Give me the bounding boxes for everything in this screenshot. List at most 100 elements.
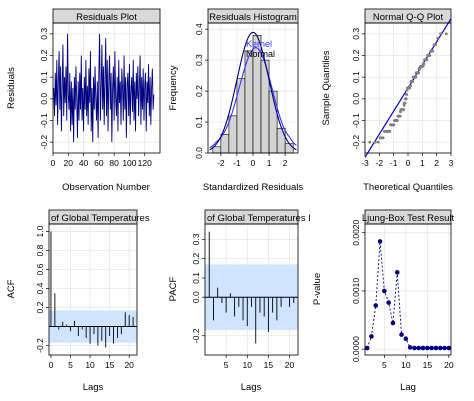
residuals-ytick-label: 0.1 xyxy=(39,71,49,83)
acf-ytick-label: 0.4 xyxy=(35,282,45,294)
histogram-bar xyxy=(244,50,254,154)
ljung-box-xtick-label: 10 xyxy=(401,360,411,370)
histogram-bar xyxy=(284,143,294,154)
ljung-box-data xyxy=(364,239,452,351)
qq-point xyxy=(421,64,425,68)
acf-data xyxy=(49,231,137,348)
qq-xtick-label: -1 xyxy=(390,158,398,168)
qq-point xyxy=(422,62,426,66)
qq-point xyxy=(411,80,415,83)
histogram-bar xyxy=(276,127,286,154)
ljung-box-point xyxy=(407,345,413,350)
acf-title: of Global Temperatures xyxy=(51,213,150,224)
residuals-histogram-xlabel: Standardized Residuals xyxy=(203,182,304,193)
qq-point xyxy=(402,103,406,107)
ljung-box-ytick-label: 0.0010 xyxy=(351,278,361,304)
residuals-xtick-label: 60 xyxy=(94,158,104,168)
qq-point xyxy=(428,54,432,57)
qq-point xyxy=(444,32,448,36)
residuals-plot-title: Residuals Plot xyxy=(76,12,137,23)
qq-point xyxy=(434,43,438,47)
residuals-series-line xyxy=(53,33,155,143)
histogram-xtick-label: -1 xyxy=(233,158,241,168)
ljung-box-line xyxy=(366,241,449,349)
residuals-ytick-label: -0.2 xyxy=(39,135,49,150)
pacf-ytick-label: 0.0 xyxy=(191,291,201,303)
qq-ytick-label: 0.0 xyxy=(351,93,361,105)
histogram-ytick-label: 0.4 xyxy=(194,23,204,35)
ljung-box-point xyxy=(442,345,447,351)
residuals-histogram-data xyxy=(209,31,297,154)
ljung-box-point xyxy=(386,300,391,305)
histogram-ytick-label: 0.3 xyxy=(194,54,204,66)
normal-qq-panel: Normal Q-Q Plot -3 -2 -1 0 1 2 3 -0.2 -0.1 0.0 0.1… xyxy=(321,8,454,193)
acf-xtick-label: 10 xyxy=(85,360,95,370)
histogram-kernel-line xyxy=(209,47,297,149)
acf-ytick-label: 0.6 xyxy=(35,263,45,275)
ljung-box-xlabel: Lag xyxy=(400,382,416,393)
normal-qq-title: Normal Q-Q Plot xyxy=(373,12,444,23)
ljung-box-title: Ljung-Box Test Result xyxy=(362,213,455,224)
acf-panel: of Global Temperatures 0 5 10 15 20 -0.2 0.2 0.… xyxy=(6,209,150,393)
qq-point xyxy=(398,114,402,118)
histogram-bar xyxy=(228,115,238,154)
histogram-bar xyxy=(220,134,230,154)
qq-point xyxy=(404,97,408,101)
ljung-box-point xyxy=(433,345,439,351)
pacf-data xyxy=(205,231,298,344)
ljung-box-ytick-label: 0.0000 xyxy=(351,336,361,362)
acf-ylabel: ACF xyxy=(6,279,17,298)
residuals-histogram-ylabel: Frequency xyxy=(168,65,179,110)
ljung-box-point xyxy=(364,345,370,351)
qq-point xyxy=(368,140,372,144)
qq-point xyxy=(414,75,418,79)
acf-xtick-label: 15 xyxy=(105,360,115,370)
acf-ytick-label: 0.8 xyxy=(35,244,45,256)
acf-xtick-label: 0 xyxy=(49,360,54,370)
ljung-box-point xyxy=(420,345,426,351)
residuals-xtick-label: 100 xyxy=(122,158,136,168)
residuals-ytick-label: 0.3 xyxy=(39,28,49,40)
ljung-box-point xyxy=(429,345,434,351)
qq-ytick-label: 0.1 xyxy=(351,71,361,83)
residuals-xtick-label: 120 xyxy=(138,158,152,168)
qq-xtick-label: 3 xyxy=(449,158,454,168)
residuals-plot-ylabel: Residuals xyxy=(6,67,17,109)
ljung-box-panel: Ljung-Box Test Result 5 10 15 20 0.0000 0.001… xyxy=(312,209,455,393)
acf-ticks: 0 5 10 15 20 -0.2 0.2 0.4 0.6 0.8 1.0 xyxy=(35,225,134,370)
histogram-ytick-label: 0.1 xyxy=(194,116,204,128)
histogram-bar xyxy=(212,146,222,154)
acf-xtick-label: 20 xyxy=(124,360,134,370)
pacf-xtick-label: 20 xyxy=(285,360,295,370)
qq-point xyxy=(392,123,396,127)
qq-point xyxy=(402,108,406,112)
qq-point xyxy=(405,93,409,96)
ljung-box-point xyxy=(369,334,374,339)
qq-xtick-label: -2 xyxy=(376,158,384,168)
pacf-xtick-label: 10 xyxy=(243,360,253,370)
residuals-ytick-label: -0.1 xyxy=(39,113,49,128)
histogram-xtick-label: 2 xyxy=(283,158,288,168)
pacf-ylabel: PACF xyxy=(168,276,179,301)
ljung-box-point xyxy=(437,345,443,351)
pacf-ytick-label: 0.2 xyxy=(191,253,201,265)
ljung-box-point xyxy=(382,288,387,294)
qq-point xyxy=(425,58,429,62)
histogram-legend-kernel: Kernel xyxy=(246,39,272,49)
pacf-xtick-label: 5 xyxy=(224,360,229,370)
qq-point xyxy=(381,136,385,140)
histogram-legend-normal: Normal xyxy=(246,49,275,59)
qq-point xyxy=(436,36,440,40)
qq-point xyxy=(439,32,443,36)
qq-xtick-label: 0 xyxy=(406,158,411,168)
ljung-box-point xyxy=(399,332,404,337)
qq-ytick-label: 0.2 xyxy=(351,49,361,61)
histogram-ytick-label: 0.0 xyxy=(194,147,204,159)
qq-xtick-label: 2 xyxy=(434,158,439,168)
pacf-frame xyxy=(204,223,299,356)
qq-point xyxy=(373,140,377,144)
residuals-plot-data xyxy=(53,33,155,143)
residuals-xtick-label: 0 xyxy=(51,158,56,168)
histogram-ytick-label: 0.2 xyxy=(194,85,204,97)
residuals-plot-xlabel: Observation Number xyxy=(62,182,150,193)
